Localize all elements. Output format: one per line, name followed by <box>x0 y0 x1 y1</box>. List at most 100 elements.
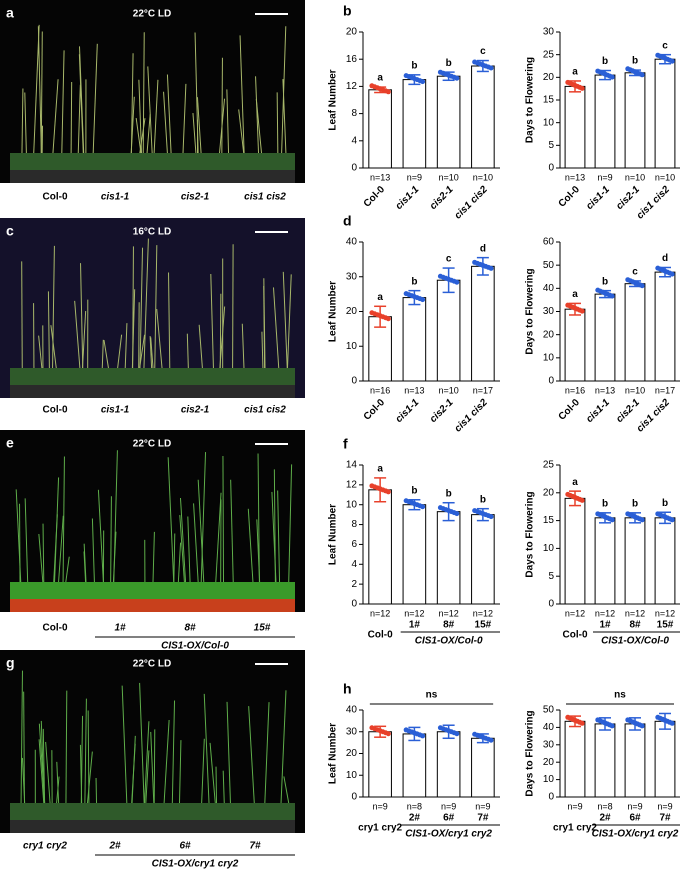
plant-stem <box>179 497 187 588</box>
genotype-label: cis2-1 <box>181 192 210 203</box>
plant-stem <box>80 263 84 374</box>
significance-letter: c <box>446 254 452 265</box>
plant-stem <box>226 701 232 809</box>
plant-stem <box>92 43 98 159</box>
bar-dot <box>454 731 460 737</box>
plant-stem <box>248 706 256 809</box>
x-tick-label: cis2-1 <box>428 184 456 212</box>
plant-stem <box>42 523 45 588</box>
plant-stem <box>24 498 29 588</box>
pots <box>10 170 295 183</box>
plant-stem <box>38 533 44 588</box>
plant-stem <box>214 492 222 588</box>
plant-stem <box>271 491 277 588</box>
plant-stem <box>80 715 84 809</box>
plant-stem <box>143 238 149 374</box>
pots <box>10 385 295 398</box>
plant-stem <box>255 76 260 159</box>
plant-stem <box>37 26 43 159</box>
plant-stem <box>210 273 215 374</box>
bar-dot <box>609 723 615 729</box>
y-tick-label: 25 <box>543 460 555 471</box>
n-label: n=9 <box>657 801 672 811</box>
y-axis-label: Leaf Number <box>328 281 339 342</box>
plant-stem <box>38 739 45 809</box>
y-tick-label: 20 <box>543 487 555 498</box>
bar-dot <box>385 89 391 95</box>
plant-stem <box>282 271 288 374</box>
n-label: n=9 <box>407 172 422 182</box>
y-tick-label: 10 <box>543 543 555 554</box>
bar <box>594 74 616 169</box>
plant-stem <box>52 79 59 159</box>
y-tick-label: 20 <box>346 748 358 759</box>
significance-letter: c <box>662 40 668 51</box>
y-tick-label: 20 <box>543 72 555 83</box>
x-tick-label: cis2-1 <box>428 397 456 425</box>
y-tick-label: 20 <box>346 306 358 317</box>
plant-stem <box>150 337 154 374</box>
y-tick-label: 0 <box>351 376 357 387</box>
y-tick-label: 2 <box>351 579 357 590</box>
y-tick-label: 20 <box>543 329 555 340</box>
bar <box>654 720 676 798</box>
plant-stem <box>238 109 245 159</box>
bar-dot <box>639 283 645 289</box>
genotype-label: cis1-1 <box>101 192 130 203</box>
y-tick-label: 40 <box>543 722 555 733</box>
n-label: n=8 <box>407 801 422 811</box>
panel-letter: a <box>6 5 14 21</box>
x-tick-label: 6# <box>443 813 455 824</box>
n-label: n=10 <box>438 385 458 395</box>
genotype-label: cis2-1 <box>181 405 210 416</box>
plant-stem <box>222 770 225 809</box>
significance-letter: b <box>411 60 417 71</box>
bar <box>471 265 495 382</box>
x-tick-label: cis1 cis2 <box>635 397 673 435</box>
x-tick-label: 1# <box>409 620 421 631</box>
plant-stem <box>286 274 292 374</box>
plant-stem <box>143 721 150 809</box>
y-tick-label: 10 <box>543 117 555 128</box>
genotype-label: Col-0 <box>43 405 68 416</box>
x-tick-label: cis1 cis2 <box>453 184 491 222</box>
y-tick-label: 0 <box>548 163 554 174</box>
y-tick-label: 16 <box>346 54 358 65</box>
bar-dot <box>579 497 585 503</box>
bar <box>402 79 427 169</box>
bar <box>594 517 616 605</box>
n-label: n=10 <box>625 172 645 182</box>
x-tick-label: 8# <box>629 620 641 631</box>
plant-stem <box>261 331 264 374</box>
plant-stem <box>38 723 46 809</box>
n-label: n=16 <box>565 385 585 395</box>
bar <box>471 65 495 169</box>
x-tick-label: 15# <box>475 620 492 631</box>
significance-letter: a <box>377 464 383 475</box>
rosettes <box>10 153 295 171</box>
significance-letter: d <box>480 243 486 254</box>
y-tick-label: 0 <box>351 599 357 610</box>
plant-stem <box>149 336 153 374</box>
plant-stem <box>142 32 145 159</box>
n-label: n=13 <box>370 172 390 182</box>
y-tick-label: 8 <box>351 519 357 530</box>
plant-stem <box>121 685 128 809</box>
genotype-label: 15# <box>254 623 271 634</box>
plant-stem <box>77 84 81 159</box>
bar-dot <box>454 511 460 517</box>
x-tick-label: Col-0 <box>557 184 583 210</box>
y-tick-label: 14 <box>346 460 358 471</box>
plant-stem <box>38 335 43 374</box>
significance-letter: a <box>572 477 578 488</box>
plant-stem <box>218 98 226 159</box>
y-tick-label: 30 <box>543 739 555 750</box>
plant-stem <box>84 698 87 809</box>
plant-stem <box>179 515 186 588</box>
plant-stem <box>152 531 155 588</box>
y-tick-label: 40 <box>346 705 358 716</box>
significance-letter: b <box>602 276 608 287</box>
plant-stem <box>177 542 182 588</box>
n-label: n=9 <box>567 801 582 811</box>
